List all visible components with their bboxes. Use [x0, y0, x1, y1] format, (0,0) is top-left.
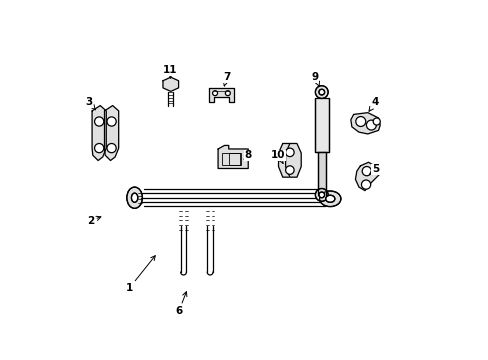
Ellipse shape: [131, 193, 138, 202]
Text: 8: 8: [244, 150, 251, 160]
Text: 4: 4: [368, 97, 379, 111]
Bar: [317, 152, 325, 195]
Circle shape: [107, 117, 116, 126]
Text: 2: 2: [86, 216, 101, 226]
Polygon shape: [218, 145, 248, 168]
Polygon shape: [208, 88, 234, 102]
Circle shape: [212, 91, 217, 96]
Bar: [228, 153, 240, 165]
Bar: [221, 153, 241, 165]
Text: 5: 5: [368, 165, 379, 175]
Circle shape: [225, 91, 230, 96]
Circle shape: [315, 86, 327, 99]
Ellipse shape: [126, 187, 142, 208]
Polygon shape: [92, 105, 106, 161]
Circle shape: [94, 144, 103, 153]
Circle shape: [318, 89, 324, 95]
Circle shape: [94, 117, 103, 126]
Text: 3: 3: [85, 97, 95, 110]
Circle shape: [355, 117, 365, 126]
Polygon shape: [104, 105, 119, 161]
Ellipse shape: [325, 195, 334, 202]
Text: 7: 7: [223, 72, 230, 86]
Polygon shape: [278, 144, 293, 177]
Circle shape: [361, 180, 370, 189]
Bar: [314, 99, 328, 152]
Circle shape: [366, 120, 376, 130]
Circle shape: [372, 118, 380, 125]
Polygon shape: [163, 77, 178, 91]
Polygon shape: [285, 144, 301, 177]
Circle shape: [285, 148, 293, 157]
Ellipse shape: [319, 191, 340, 207]
Text: 11: 11: [163, 65, 177, 78]
Circle shape: [318, 192, 324, 198]
Text: 1: 1: [125, 256, 155, 293]
Circle shape: [362, 167, 370, 176]
Polygon shape: [350, 113, 380, 134]
Circle shape: [107, 144, 116, 153]
Text: 9: 9: [311, 72, 319, 86]
Polygon shape: [355, 162, 378, 191]
Circle shape: [315, 189, 327, 201]
Text: 6: 6: [175, 292, 186, 316]
Text: 10: 10: [270, 150, 285, 163]
Circle shape: [285, 166, 293, 174]
